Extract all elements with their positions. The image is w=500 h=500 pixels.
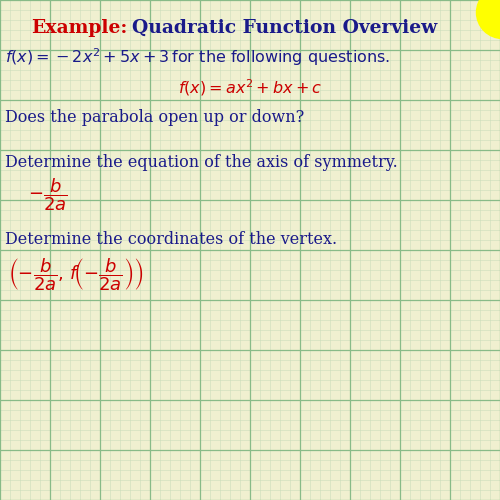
Text: Determine the coordinates of the vertex.: Determine the coordinates of the vertex. — [5, 232, 337, 248]
Text: $f(x) = -2x^2 + 5x + 3$$\,\mathrm{for\ the\ following\ questions.}$: $f(x) = -2x^2 + 5x + 3$$\,\mathrm{for\ t… — [5, 46, 390, 68]
Text: Determine the equation of the axis of symmetry.: Determine the equation of the axis of sy… — [5, 154, 398, 171]
Text: Example:: Example: — [31, 18, 128, 36]
Text: Does the parabola open up or down?: Does the parabola open up or down? — [5, 109, 304, 126]
Circle shape — [476, 0, 500, 38]
Text: $f(x) = ax^2 + bx + c$: $f(x) = ax^2 + bx + c$ — [178, 77, 322, 98]
Text: Quadratic Function Overview: Quadratic Function Overview — [132, 18, 438, 36]
Text: $-\dfrac{b}{2a}$: $-\dfrac{b}{2a}$ — [28, 176, 67, 214]
Text: $\left(-\dfrac{b}{2a},\,f\!\left(-\dfrac{b}{2a}\right)\right)$: $\left(-\dfrac{b}{2a},\,f\!\left(-\dfrac… — [8, 256, 143, 294]
